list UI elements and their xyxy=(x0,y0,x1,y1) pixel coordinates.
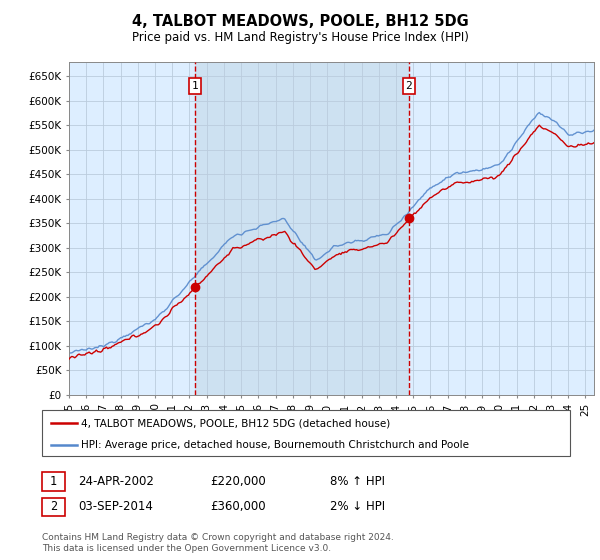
Text: £220,000: £220,000 xyxy=(210,475,266,488)
Text: 2: 2 xyxy=(406,81,412,91)
Text: Price paid vs. HM Land Registry's House Price Index (HPI): Price paid vs. HM Land Registry's House … xyxy=(131,31,469,44)
Text: 4, TALBOT MEADOWS, POOLE, BH12 5DG (detached house): 4, TALBOT MEADOWS, POOLE, BH12 5DG (deta… xyxy=(81,418,390,428)
Text: 2: 2 xyxy=(50,500,57,514)
Text: Contains HM Land Registry data © Crown copyright and database right 2024.
This d: Contains HM Land Registry data © Crown c… xyxy=(42,533,394,553)
Text: HPI: Average price, detached house, Bournemouth Christchurch and Poole: HPI: Average price, detached house, Bour… xyxy=(81,440,469,450)
Text: 2% ↓ HPI: 2% ↓ HPI xyxy=(330,500,385,514)
Text: 1: 1 xyxy=(191,81,198,91)
Text: £360,000: £360,000 xyxy=(210,500,266,514)
Text: 4, TALBOT MEADOWS, POOLE, BH12 5DG: 4, TALBOT MEADOWS, POOLE, BH12 5DG xyxy=(131,14,469,29)
Text: 1: 1 xyxy=(50,475,57,488)
Text: 03-SEP-2014: 03-SEP-2014 xyxy=(78,500,153,514)
Text: 8% ↑ HPI: 8% ↑ HPI xyxy=(330,475,385,488)
Bar xyxy=(195,62,409,395)
Text: 24-APR-2002: 24-APR-2002 xyxy=(78,475,154,488)
